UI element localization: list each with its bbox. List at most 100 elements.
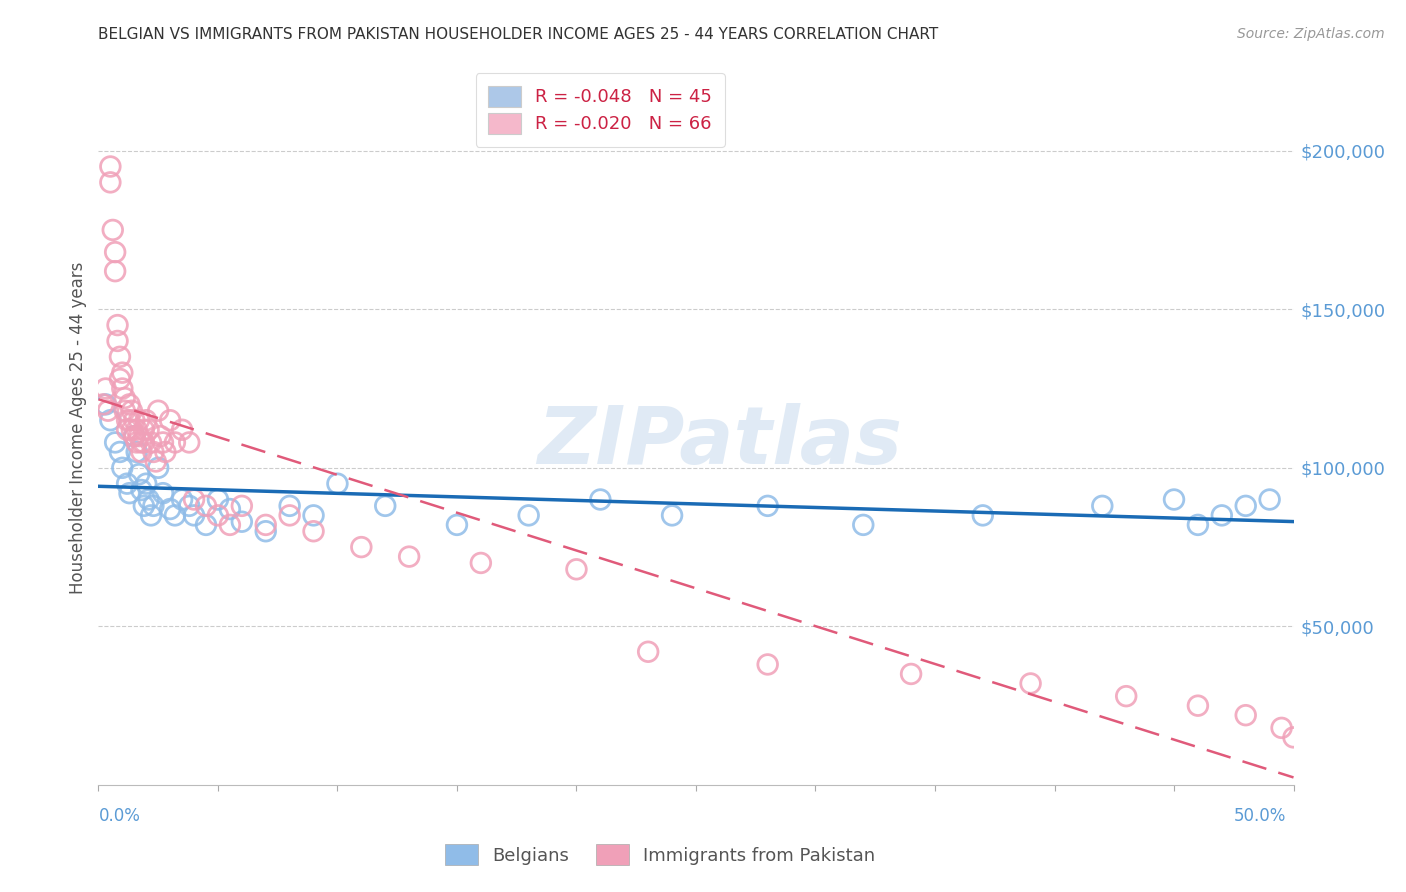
- Point: [142, 499, 165, 513]
- Point: [207, 492, 229, 507]
- Point: [98, 413, 122, 427]
- Point: [101, 223, 124, 237]
- Point: [179, 499, 201, 513]
- Point: [128, 413, 150, 427]
- Point: [125, 435, 148, 450]
- Point: [1091, 499, 1114, 513]
- Point: [131, 483, 153, 497]
- Point: [219, 502, 242, 516]
- Point: [1234, 499, 1257, 513]
- Point: [132, 423, 155, 437]
- Point: [219, 517, 242, 532]
- Text: ZIPatlas: ZIPatlas: [537, 403, 903, 482]
- Point: [131, 445, 153, 459]
- Point: [756, 499, 779, 513]
- Point: [1211, 508, 1233, 523]
- Point: [131, 435, 153, 450]
- Point: [98, 175, 122, 189]
- Point: [91, 397, 114, 411]
- Point: [97, 403, 120, 417]
- Point: [124, 429, 146, 443]
- Point: [107, 334, 129, 348]
- Text: 0.0%: 0.0%: [98, 807, 141, 825]
- Point: [107, 318, 129, 332]
- Point: [1163, 492, 1185, 507]
- Point: [155, 445, 177, 459]
- Point: [138, 423, 160, 437]
- Point: [104, 264, 127, 278]
- Point: [138, 492, 160, 507]
- Point: [374, 499, 396, 513]
- Point: [111, 460, 134, 475]
- Point: [470, 556, 492, 570]
- Point: [172, 423, 194, 437]
- Text: BELGIAN VS IMMIGRANTS FROM PAKISTAN HOUSEHOLDER INCOME AGES 25 - 44 YEARS CORREL: BELGIAN VS IMMIGRANTS FROM PAKISTAN HOUS…: [98, 27, 939, 42]
- Point: [152, 435, 174, 450]
- Point: [972, 508, 994, 523]
- Point: [94, 397, 117, 411]
- Point: [207, 508, 229, 523]
- Point: [517, 508, 540, 523]
- Point: [231, 515, 253, 529]
- Point: [1282, 731, 1305, 745]
- Legend: Belgians, Immigrants from Pakistan: Belgians, Immigrants from Pakistan: [434, 833, 886, 876]
- Point: [1234, 708, 1257, 723]
- Point: [108, 445, 131, 459]
- Point: [565, 562, 588, 576]
- Point: [446, 517, 468, 532]
- Point: [1271, 721, 1294, 735]
- Point: [278, 508, 301, 523]
- Point: [149, 429, 172, 443]
- Point: [145, 454, 167, 468]
- Point: [114, 403, 136, 417]
- Point: [125, 423, 148, 437]
- Point: [183, 508, 205, 523]
- Point: [121, 423, 143, 437]
- Point: [1019, 676, 1042, 690]
- Point: [254, 517, 277, 532]
- Point: [104, 245, 127, 260]
- Point: [132, 435, 155, 450]
- Point: [172, 492, 194, 507]
- Point: [589, 492, 612, 507]
- Point: [183, 492, 205, 507]
- Point: [1258, 492, 1281, 507]
- Point: [111, 382, 134, 396]
- Point: [94, 382, 117, 396]
- Point: [900, 667, 922, 681]
- Point: [163, 508, 186, 523]
- Point: [108, 372, 131, 386]
- Point: [124, 413, 146, 427]
- Point: [132, 499, 155, 513]
- Point: [278, 499, 301, 513]
- Text: 50.0%: 50.0%: [1234, 807, 1286, 825]
- Point: [139, 435, 162, 450]
- Point: [142, 445, 165, 459]
- Point: [114, 391, 136, 405]
- Point: [756, 657, 779, 672]
- Point: [302, 508, 325, 523]
- Point: [118, 486, 141, 500]
- Point: [115, 423, 138, 437]
- Point: [326, 476, 349, 491]
- Point: [125, 445, 148, 459]
- Point: [159, 502, 181, 516]
- Point: [637, 645, 659, 659]
- Point: [118, 413, 141, 427]
- Point: [302, 524, 325, 539]
- Point: [98, 160, 122, 174]
- Point: [350, 540, 373, 554]
- Point: [135, 413, 157, 427]
- Point: [139, 508, 162, 523]
- Text: Source: ZipAtlas.com: Source: ZipAtlas.com: [1237, 27, 1385, 41]
- Point: [852, 517, 875, 532]
- Point: [398, 549, 420, 564]
- Point: [1187, 698, 1209, 713]
- Point: [128, 429, 150, 443]
- Point: [1187, 517, 1209, 532]
- Point: [104, 435, 127, 450]
- Point: [128, 467, 150, 482]
- Point: [254, 524, 277, 539]
- Point: [159, 413, 181, 427]
- Point: [121, 403, 143, 417]
